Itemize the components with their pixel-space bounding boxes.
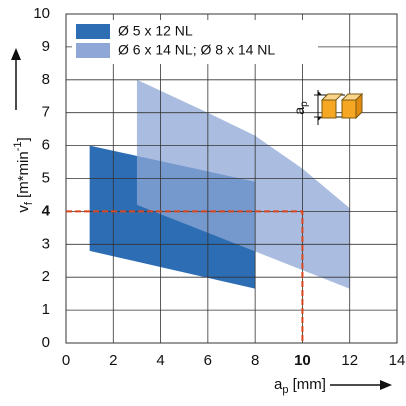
y-tick-label: 4 bbox=[42, 202, 51, 219]
y-tick-label: 10 bbox=[33, 5, 50, 22]
x-tick-label: 4 bbox=[156, 352, 164, 369]
plot-frame bbox=[65, 13, 398, 344]
y-axis-label: vf [m*min-1] bbox=[12, 137, 35, 212]
x-tick-label: 0 bbox=[62, 352, 70, 369]
y-tick-label: 3 bbox=[42, 235, 50, 252]
y-tick-label: 8 bbox=[42, 71, 50, 88]
legend-label: Ø 6 x 14 NL; Ø 8 x 14 NL bbox=[118, 42, 275, 58]
axis-arrow bbox=[11, 48, 392, 390]
legend-box bbox=[72, 20, 318, 64]
y-tick-label: 2 bbox=[42, 268, 50, 285]
x-tick-label: 8 bbox=[251, 352, 259, 369]
highlight-line bbox=[66, 210, 304, 343]
x-tick-label: 12 bbox=[341, 352, 358, 369]
x-tick-label: 6 bbox=[204, 352, 212, 369]
legend-label: Ø 5 x 12 NL bbox=[118, 23, 193, 39]
y-tick-label: 5 bbox=[42, 169, 50, 186]
y-tick-label: 6 bbox=[42, 137, 50, 154]
area bbox=[136, 79, 350, 289]
y-tick-label: 1 bbox=[42, 301, 50, 318]
y-tick-label: 7 bbox=[42, 104, 50, 121]
y-tick-label: 9 bbox=[42, 38, 50, 55]
y-tick-label: 0 bbox=[42, 334, 50, 351]
inset-label: ap bbox=[291, 101, 310, 115]
x-axis-label: ap [mm] bbox=[274, 376, 326, 396]
x-tick-label: 2 bbox=[109, 352, 117, 369]
x-tick-label: 10 bbox=[294, 352, 311, 369]
x-tick-label: 14 bbox=[389, 352, 406, 369]
legend-swatch bbox=[76, 24, 110, 39]
legend-swatch bbox=[76, 43, 110, 58]
inset-icon: ap bbox=[291, 90, 364, 125]
